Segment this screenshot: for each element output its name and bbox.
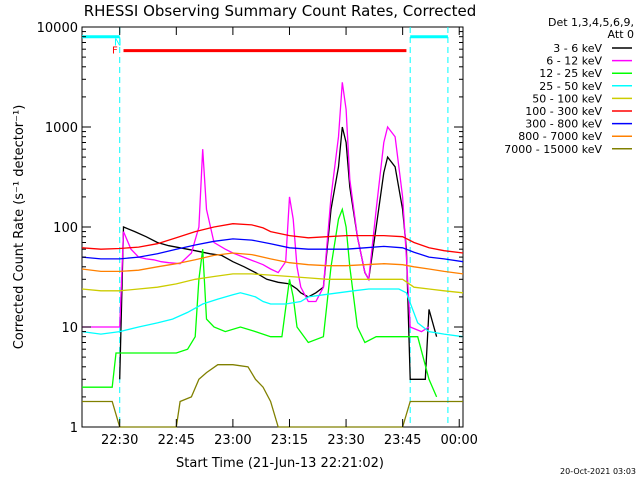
- x-tick-label: 23:45: [384, 433, 421, 448]
- legend-header-attenuator: Att 0: [608, 28, 634, 41]
- series-line: [81, 273, 464, 294]
- series-line: [81, 223, 464, 254]
- x-tick-label: 00:00: [440, 433, 477, 448]
- x-tick-label: 23:15: [271, 433, 308, 448]
- legend-entry-label: 800 - 7000 keV: [518, 130, 602, 143]
- series-line: [119, 126, 438, 380]
- series-line: [82, 364, 463, 428]
- legend-entry-label: 7000 - 15000 keV: [504, 143, 602, 156]
- legend-entry-label: 300 - 800 keV: [525, 118, 602, 131]
- series-line: [81, 238, 464, 263]
- y-tick-label: 10: [61, 321, 78, 336]
- y-axis-label: Corrected Count Rate (s⁻¹ detector⁻¹): [12, 105, 27, 350]
- y-tick-label: 1000: [45, 121, 78, 136]
- flare-annotation: N: [114, 38, 121, 49]
- plot-frame: [81, 26, 464, 428]
- x-tick-label: 22:30: [101, 433, 138, 448]
- x-tick-label: 22:45: [158, 433, 195, 448]
- legend-entry-label: 100 - 300 keV: [525, 105, 602, 118]
- series-line: [81, 252, 464, 275]
- y-tick-label: 100: [53, 221, 78, 236]
- y-tick-label: 1: [70, 421, 78, 436]
- legend-entry-label: 6 - 12 keV: [546, 55, 602, 68]
- legend-entry-label: 3 - 6 keV: [553, 42, 602, 55]
- legend-entry-label: 25 - 50 keV: [539, 80, 602, 93]
- series-line: [82, 82, 430, 333]
- legend-header-detectors: Det 1,3,4,5,6,9,: [548, 16, 634, 29]
- night-markers: [82, 27, 449, 427]
- axes: 22:30 22:45 23:00 23:15 23:30 23:45 00:00 1 10 10…: [37, 21, 478, 448]
- series-line: [82, 207, 438, 398]
- y-tick-label: 10000: [37, 21, 78, 36]
- chart-title: RHESSI Observing Summary Count Rates, Co…: [84, 2, 477, 20]
- legend-entry-label: 50 - 100 keV: [532, 92, 602, 105]
- series-layer: [81, 82, 464, 428]
- flare-annotation: F: [112, 46, 118, 57]
- series-line: [81, 288, 464, 338]
- x-axis-label: Start Time (21-Jun-13 22:21:02): [176, 456, 384, 471]
- x-tick-label: 23:00: [214, 433, 251, 448]
- x-tick-label: 23:30: [327, 433, 364, 448]
- timestamp: 20-Oct-2021 03:03: [560, 467, 636, 476]
- flare-markers: FN: [112, 38, 407, 57]
- legend-entry-label: 12 - 25 keV: [539, 67, 602, 80]
